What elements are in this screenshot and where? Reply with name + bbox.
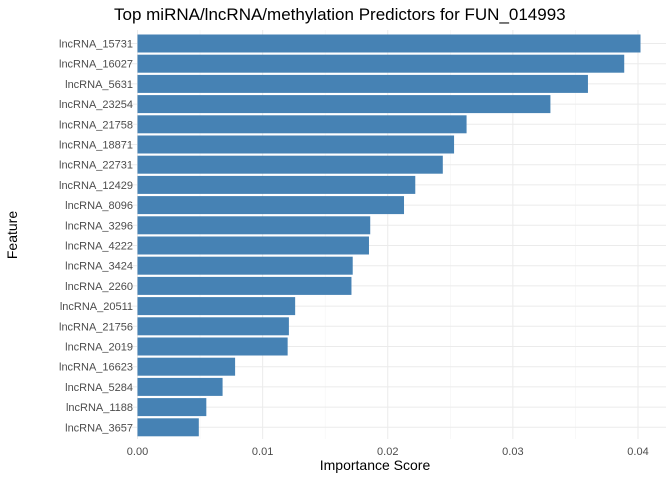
bar xyxy=(137,74,588,93)
y-tick-label: lncRNA_18871 xyxy=(59,140,133,152)
y-tick-label: lncRNA_4222 xyxy=(65,241,133,253)
y-tick-label: lncRNA_15731 xyxy=(59,39,133,51)
x-tick-label: 0.01 xyxy=(252,446,273,458)
x-tick-label: 0.04 xyxy=(627,446,648,458)
y-tick-label: lncRNA_5284 xyxy=(65,382,133,394)
y-tick-label: lncRNA_16027 xyxy=(59,59,133,71)
chart-title: Top miRNA/lncRNA/methylation Predictors … xyxy=(114,5,566,24)
y-tick-label: lncRNA_16623 xyxy=(59,362,133,374)
bar xyxy=(137,236,369,255)
bar xyxy=(137,155,443,174)
bar xyxy=(137,297,296,316)
y-tick-label: lncRNA_1188 xyxy=(66,402,133,414)
x-tick-label: 0.00 xyxy=(127,446,148,458)
y-tick-label: lncRNA_5631 xyxy=(65,79,133,91)
y-tick-label: lncRNA_20511 xyxy=(60,301,133,313)
y-tick-label: lncRNA_23254 xyxy=(59,99,133,111)
bar-layer xyxy=(137,34,641,437)
bar xyxy=(137,34,641,53)
bar xyxy=(137,196,405,215)
bar xyxy=(137,317,289,336)
bar xyxy=(137,95,551,114)
y-tick-label: lncRNA_8096 xyxy=(65,200,133,212)
bar xyxy=(137,337,288,356)
y-tick-label: lncRNA_22731 xyxy=(59,160,133,172)
bar xyxy=(137,276,352,295)
x-tick-label: 0.03 xyxy=(502,446,523,458)
bar xyxy=(137,175,416,194)
bar xyxy=(137,418,199,437)
bar xyxy=(137,398,207,417)
bar xyxy=(137,216,371,235)
bar xyxy=(137,54,625,73)
bar xyxy=(137,357,236,376)
y-tick-label: lncRNA_12429 xyxy=(59,180,133,192)
bar xyxy=(137,115,467,134)
y-axis-title: Feature xyxy=(4,211,20,259)
x-axis-title: Importance Score xyxy=(320,457,431,473)
y-tick-label: lncRNA_3296 xyxy=(65,220,133,232)
y-tick-label: lncRNA_3424 xyxy=(65,261,133,273)
y-tick-label: lncRNA_3657 xyxy=(65,422,133,434)
bar xyxy=(137,256,353,275)
y-tick-label: lncRNA_21758 xyxy=(59,119,133,131)
bar xyxy=(137,135,455,154)
y-tick-label: lncRNA_21756 xyxy=(59,321,133,333)
x-tick-labels: 0.00 0.01 0.02 0.03 0.04 xyxy=(127,446,649,458)
bar xyxy=(137,377,223,396)
y-tick-label: lncRNA_2260 xyxy=(65,281,133,293)
x-tick-label: 0.02 xyxy=(377,446,398,458)
y-tick-labels: lncRNA_15731 lncRNA_16027 lncRNA_5631 lncRN… xyxy=(59,39,133,435)
y-tick-label: lncRNA_2019 xyxy=(65,342,133,354)
